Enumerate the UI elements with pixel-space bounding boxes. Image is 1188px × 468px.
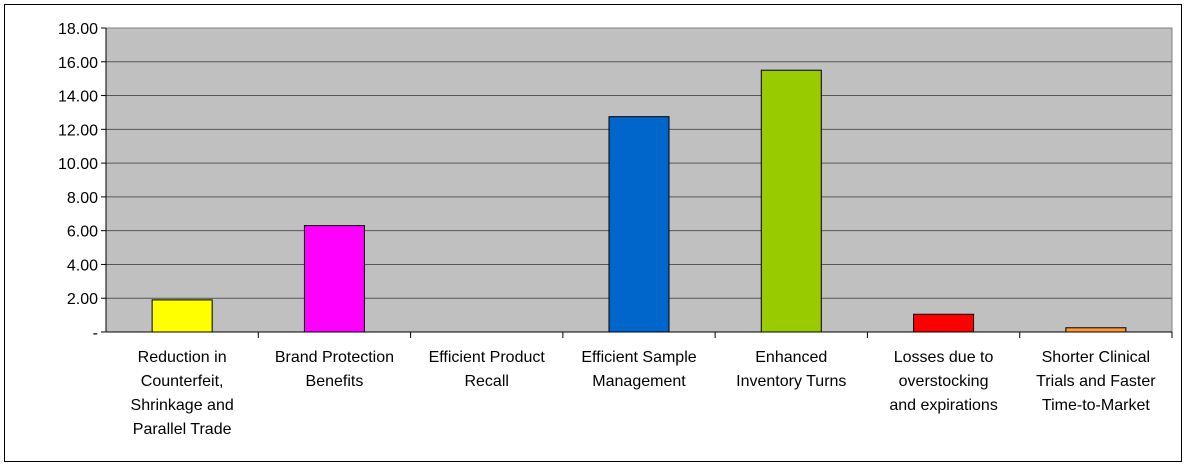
x-category-label: Reduction in Counterfeit, Shrinkage and Par… xyxy=(131,349,234,438)
y-tick-label: 8.00 xyxy=(67,190,98,207)
y-tick-label: 18.00 xyxy=(58,21,98,38)
bar xyxy=(1065,327,1127,333)
y-tick-label: 6.00 xyxy=(67,224,98,241)
bar xyxy=(151,299,213,333)
x-category-label: Efficient Product Recall xyxy=(429,349,546,390)
y-tick-label: 12.00 xyxy=(58,122,98,139)
x-category-label: Brand Protection Benefits xyxy=(275,349,394,390)
x-category-label: Losses due to overstocking and expirations xyxy=(889,349,998,414)
y-tick-label: 14.00 xyxy=(58,89,98,106)
bar xyxy=(913,313,975,333)
y-tick-label: 4.00 xyxy=(67,257,98,274)
x-category-label: Shorter Clinical Trials and Faster Time-to… xyxy=(1036,349,1156,414)
y-tick-label: 16.00 xyxy=(58,55,98,72)
y-tick-label: - xyxy=(93,325,98,342)
y-tick-label: 10.00 xyxy=(58,156,98,173)
bar xyxy=(760,69,822,333)
x-category-label: Efficient Sample Management xyxy=(581,349,696,390)
bar xyxy=(608,116,670,333)
x-category-label: Enhanced Inventory Turns xyxy=(736,349,846,390)
y-tick-label: 2.00 xyxy=(67,291,98,308)
bar xyxy=(303,225,365,333)
